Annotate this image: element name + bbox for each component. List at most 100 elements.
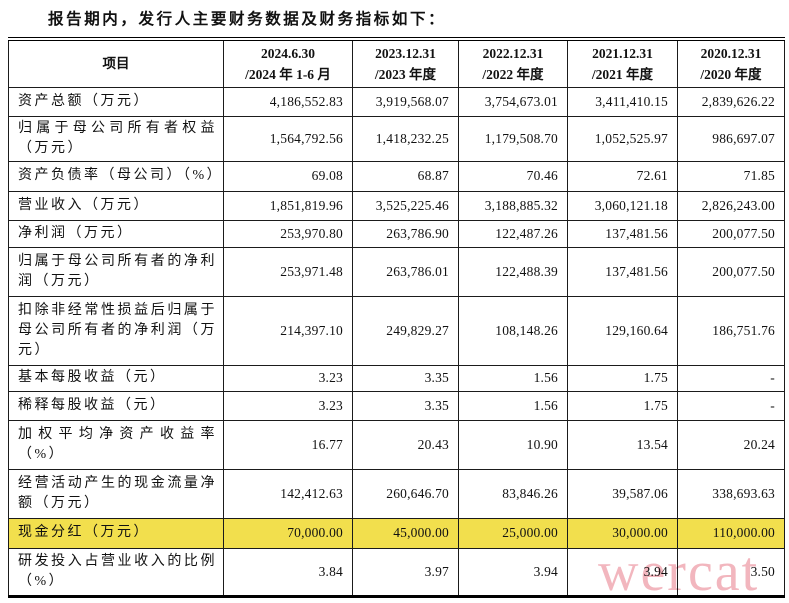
cell-value: 39,587.06 <box>567 468 678 519</box>
cell-value: 253,970.80 <box>223 219 353 248</box>
cell-value: 3.94 <box>567 547 678 597</box>
header-period-line1: 2022.12.31 <box>482 45 544 61</box>
row-label: 经营活动产生的现金流量净额（万元） <box>8 468 224 519</box>
cell-value: 4,186,552.83 <box>223 86 353 117</box>
cell-value: 249,829.27 <box>352 295 459 366</box>
header-period-line2: /2020 年度 <box>700 66 762 82</box>
cell-value: 137,481.56 <box>567 219 678 248</box>
cell-value: 260,646.70 <box>352 468 459 519</box>
cell-value: 70,000.00 <box>223 517 353 549</box>
table-header-row: 项目 2024.6.30 /2024 年 1-6 月 2023.12.31 /2… <box>8 38 785 88</box>
row-label: 研发投入占营业收入的比例（%） <box>8 547 224 597</box>
cell-value: 263,786.90 <box>352 219 459 248</box>
table-row-highlighted: 现金分红（万元） 70,000.00 45,000.00 25,000.00 3… <box>8 517 785 549</box>
header-period-line2: /2022 年度 <box>482 66 544 82</box>
cell-value: 3.94 <box>458 547 568 597</box>
intro-text: 报告期内，发行人主要财务数据及财务指标如下： <box>48 11 447 28</box>
cell-value: 70.46 <box>458 160 568 192</box>
cell-value: 3,754,673.01 <box>458 86 568 117</box>
cell-value: 3.84 <box>223 547 353 597</box>
financial-data-table: 项目 2024.6.30 /2024 年 1-6 月 2023.12.31 /2… <box>8 37 785 598</box>
cell-value: 3.35 <box>352 364 459 392</box>
cell-value: 13.54 <box>567 419 678 470</box>
cell-value: 1,179,508.70 <box>458 115 568 162</box>
cell-value: 3.23 <box>223 364 353 392</box>
row-label: 稀释每股收益（元） <box>8 390 224 421</box>
row-label: 扣除非经常性损益后归属于母公司所有者的净利润（万元） <box>8 295 224 366</box>
column-header-period-2022: 2022.12.31 /2022 年度 <box>458 38 568 88</box>
table-row: 研发投入占营业收入的比例（%） 3.84 3.97 3.94 3.94 3.50 <box>8 547 785 597</box>
cell-value: 338,693.63 <box>677 468 785 519</box>
header-period-line1: 2021.12.31 <box>592 45 653 61</box>
cell-value: 108,148.26 <box>458 295 568 366</box>
cell-value: 122,487.26 <box>458 219 568 248</box>
table-row: 加权平均净资产收益率（%） 16.77 20.43 10.90 13.54 20… <box>8 419 785 470</box>
cell-value: 186,751.76 <box>677 295 785 366</box>
column-header-period-2020: 2020.12.31 /2020 年度 <box>677 38 785 88</box>
table-row: 资产总额（万元） 4,186,552.83 3,919,568.07 3,754… <box>8 86 785 117</box>
cell-value: 69.08 <box>223 160 353 192</box>
cell-value: 214,397.10 <box>223 295 353 366</box>
cell-value: 20.24 <box>677 419 785 470</box>
cell-value: 3,188,885.32 <box>458 190 568 221</box>
cell-value: 3,525,225.46 <box>352 190 459 221</box>
table-row: 经营活动产生的现金流量净额（万元） 142,412.63 260,646.70 … <box>8 468 785 519</box>
cell-value: 3,060,121.18 <box>567 190 678 221</box>
cell-value: 137,481.56 <box>567 246 678 297</box>
cell-value: 30,000.00 <box>567 517 678 549</box>
cell-value: 3.35 <box>352 390 459 421</box>
cell-value: 3,919,568.07 <box>352 86 459 117</box>
cell-value: 253,971.48 <box>223 246 353 297</box>
cell-value: 3,411,410.15 <box>567 86 678 117</box>
header-period-line1: 2024.6.30 <box>261 45 315 61</box>
table-row: 营业收入（万元） 1,851,819.96 3,525,225.46 3,188… <box>8 190 785 221</box>
cell-value: 1,052,525.97 <box>567 115 678 162</box>
table-row: 归属于母公司所有者权益（万元） 1,564,792.56 1,418,232.2… <box>8 115 785 162</box>
header-period-line1: 2023.12.31 <box>375 45 436 61</box>
cell-value: 72.61 <box>567 160 678 192</box>
table-row: 归属于母公司所有者的净利润（万元） 253,971.48 263,786.01 … <box>8 246 785 297</box>
table-row: 扣除非经常性损益后归属于母公司所有者的净利润（万元） 214,397.10 24… <box>8 295 785 366</box>
row-label: 现金分红（万元） <box>8 517 224 549</box>
table-row: 稀释每股收益（元） 3.23 3.35 1.56 1.75 - <box>8 390 785 421</box>
row-label: 归属于母公司所有者的净利润（万元） <box>8 246 224 297</box>
row-label: 基本每股收益（元） <box>8 364 224 392</box>
cell-value: 200,077.50 <box>677 246 785 297</box>
cell-value: 3.23 <box>223 390 353 421</box>
cell-value: 1.56 <box>458 390 568 421</box>
cell-value: 68.87 <box>352 160 459 192</box>
row-label: 资产负债率（母公司）（%） <box>8 160 224 192</box>
cell-value: 1,564,792.56 <box>223 115 353 162</box>
header-period-line2: /2024 年 1-6 月 <box>245 66 331 82</box>
table-row: 基本每股收益（元） 3.23 3.35 1.56 1.75 - <box>8 364 785 392</box>
table-row: 净利润（万元） 253,970.80 263,786.90 122,487.26… <box>8 219 785 248</box>
cell-value: 129,160.64 <box>567 295 678 366</box>
row-label: 净利润（万元） <box>8 219 224 248</box>
cell-value: 1,851,819.96 <box>223 190 353 221</box>
table-row: 资产负债率（母公司）（%） 69.08 68.87 70.46 72.61 71… <box>8 160 785 192</box>
cell-value: 2,826,243.00 <box>677 190 785 221</box>
row-label: 加权平均净资产收益率（%） <box>8 419 224 470</box>
cell-value: 10.90 <box>458 419 568 470</box>
cell-value: 3.97 <box>352 547 459 597</box>
cell-value: 142,412.63 <box>223 468 353 519</box>
cell-value: 1,418,232.25 <box>352 115 459 162</box>
column-header-period-2021: 2021.12.31 /2021 年度 <box>567 38 678 88</box>
row-label: 归属于母公司所有者权益（万元） <box>8 115 224 162</box>
column-header-period-2023: 2023.12.31 /2023 年度 <box>352 38 459 88</box>
column-header-period-2024: 2024.6.30 /2024 年 1-6 月 <box>223 38 353 88</box>
cell-value: 20.43 <box>352 419 459 470</box>
cell-value: 122,488.39 <box>458 246 568 297</box>
header-period-line2: /2023 年度 <box>374 66 437 82</box>
cell-value: 71.85 <box>677 160 785 192</box>
cell-value: 45,000.00 <box>352 517 459 549</box>
cell-value: 1.75 <box>567 364 678 392</box>
cell-value: 1.75 <box>567 390 678 421</box>
cell-value: 25,000.00 <box>458 517 568 549</box>
row-label: 资产总额（万元） <box>8 86 224 117</box>
cell-value: - <box>677 364 785 392</box>
cell-value: 2,839,626.22 <box>677 86 785 117</box>
cell-value: 83,846.26 <box>458 468 568 519</box>
cell-value: 3.50 <box>677 547 785 597</box>
